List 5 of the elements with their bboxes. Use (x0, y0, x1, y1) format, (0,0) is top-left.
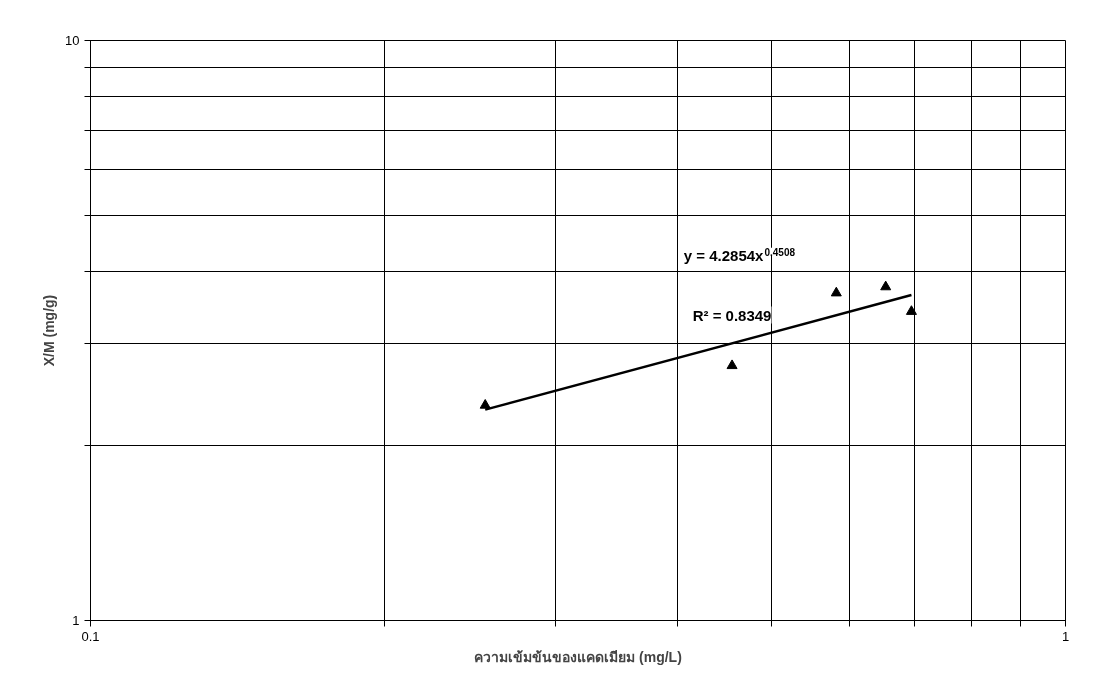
y-tick-label: 10 (65, 33, 80, 48)
y-axis-title: X/M (mg/g) (41, 294, 58, 367)
x-tick-label: 0.1 (81, 628, 100, 644)
annotation: R² = 0.8349 (692, 306, 772, 324)
x-axis-title: ความเข้มข้นของแคดเมียม (mg/L) (474, 648, 682, 665)
